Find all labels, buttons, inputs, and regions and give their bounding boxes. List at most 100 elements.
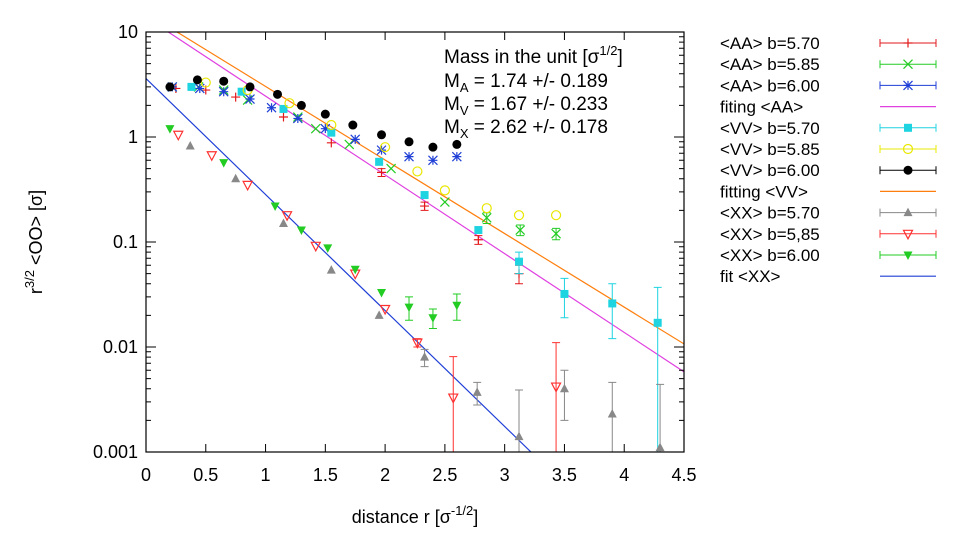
x-tick-label: 1.5 [313, 465, 338, 485]
legend-entry-6: <VV> b=6.00 [720, 161, 937, 180]
axes: 0 0.5 1 1.5 2 2.5 3 3.5 4 4.5 0.001 0.01 0.1 1 10 dista… [22, 22, 697, 527]
data-point [350, 134, 361, 145]
data-point [608, 299, 617, 308]
legend-marker [903, 38, 913, 48]
data-point [375, 157, 384, 166]
data-point [377, 167, 387, 177]
legend-label: <AA> b=6.00 [720, 76, 820, 95]
legend-marker [904, 123, 912, 132]
data-point [472, 387, 482, 396]
error-bar [653, 286, 662, 452]
data-point [245, 82, 255, 92]
data-point [326, 265, 336, 274]
mass-annotation: Mass in the unit [σ1/2] MA = 1.74 +/- 0.1… [444, 43, 623, 141]
data-point [242, 180, 254, 192]
data-point [515, 257, 524, 266]
data-point [326, 138, 336, 148]
x-tick-label: 3 [500, 465, 510, 485]
fit-line-3 [167, 32, 684, 373]
series-6 [165, 75, 462, 152]
legend: <AA> b=5.70 <AA> b=5.85 <AA> b=6.00 fiting … [720, 34, 937, 286]
legend-marker [902, 229, 914, 241]
data-point [420, 191, 429, 200]
data-point [326, 119, 337, 131]
y-tick-label: 0.01 [103, 337, 138, 357]
data-point [481, 212, 492, 223]
data-point [439, 185, 450, 196]
annotation-mass-1: MV = 1.67 +/- 0.233 [444, 94, 608, 118]
data-point [514, 431, 524, 441]
legend-label: <XX> b=6.00 [720, 246, 820, 265]
data-point [350, 265, 360, 275]
data-point [218, 86, 229, 97]
legend-entry-11: fit <XX> [720, 267, 936, 286]
data-point [451, 151, 462, 162]
data-point [284, 98, 295, 109]
data-point [327, 128, 336, 137]
data-point [513, 210, 525, 221]
error-bar [515, 389, 524, 452]
data-point [420, 352, 430, 361]
legend-label: <AA> b=5.70 [720, 34, 820, 53]
data-point [245, 94, 255, 104]
data-point [447, 393, 459, 404]
data-point [200, 77, 211, 88]
series-4 [187, 82, 662, 452]
series-8 [185, 141, 665, 452]
legend-entry-3: fiting <AA> [720, 98, 936, 117]
series-5 [200, 77, 562, 221]
data-point [281, 211, 293, 222]
data-series [165, 75, 665, 452]
data-point [172, 130, 184, 142]
data-point [165, 125, 175, 134]
data-point [266, 102, 277, 113]
legend-label: <XX> b=5,85 [720, 225, 820, 244]
data-point [194, 83, 205, 94]
error-bar [608, 283, 617, 340]
data-point [559, 383, 569, 393]
data-point [428, 142, 438, 152]
data-point [296, 226, 306, 236]
x-tick-label: 4.5 [671, 465, 696, 485]
legend-marker [903, 59, 913, 70]
series-10 [165, 125, 462, 330]
legend-entry-7: fitting <VV> [720, 182, 936, 201]
fit-line-11 [146, 78, 532, 452]
legend-label: <VV> b=5.70 [720, 119, 820, 138]
data-point [219, 159, 229, 168]
fit-lines [146, 32, 684, 452]
x-tick-label: 2 [380, 465, 390, 485]
fit-line-7 [175, 32, 684, 345]
annotation-mass-2: MX = 2.62 +/- 0.178 [444, 117, 608, 141]
data-point [560, 289, 569, 298]
legend-marker [903, 207, 913, 217]
data-point [187, 82, 196, 91]
legend-marker [903, 80, 913, 91]
data-point [481, 203, 492, 214]
data-point [404, 303, 414, 313]
legend-entry-1: <AA> b=5.85 [720, 55, 937, 74]
data-point [270, 202, 280, 212]
legend-label: fit <XX> [720, 267, 781, 286]
data-point [550, 382, 562, 393]
error-bar [560, 369, 569, 421]
y-tick-label: 0.001 [93, 442, 138, 462]
data-point [428, 314, 438, 323]
data-point [474, 226, 483, 235]
data-point [452, 139, 462, 149]
data-point [310, 241, 322, 253]
data-point [320, 123, 331, 134]
y-tick-label: 10 [118, 22, 138, 42]
error-bar [449, 356, 458, 452]
data-point [404, 137, 414, 147]
series-9 [172, 130, 562, 452]
data-point [344, 139, 355, 150]
data-point [607, 409, 617, 418]
error-bar [608, 381, 617, 452]
error-bar [656, 383, 665, 452]
data-point [551, 228, 562, 239]
data-point [515, 225, 526, 235]
data-point [296, 100, 306, 110]
y-tick-label: 1 [128, 127, 138, 147]
